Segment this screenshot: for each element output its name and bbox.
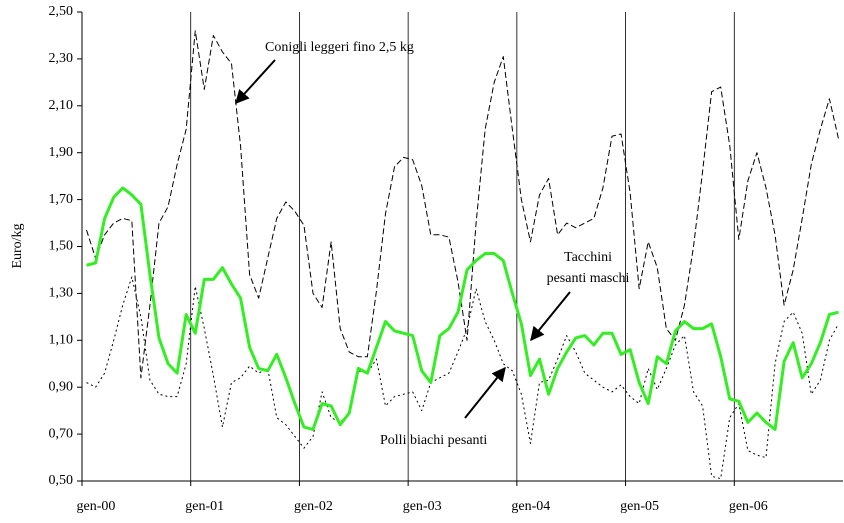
y-tick-label: 1,90 [49, 145, 74, 160]
annotation: Tacchini [564, 250, 612, 265]
annotation: pesanti maschi [547, 271, 630, 286]
y-tick-label: 2,50 [49, 4, 74, 19]
x-tick-label: gen-03 [403, 499, 442, 514]
arrow [464, 366, 506, 419]
y-tick-label: 1,50 [49, 239, 74, 254]
y-tick-label: 1,10 [49, 333, 74, 348]
x-tick-label: gen-05 [620, 499, 659, 514]
series-line [86, 276, 839, 480]
x-tick-label: gen-02 [294, 499, 333, 514]
y-tick-label: 1,70 [49, 192, 74, 207]
y-tick-label: 0,90 [49, 379, 74, 394]
arrow [530, 291, 571, 342]
y-tick-label: 1,30 [49, 286, 74, 301]
annotation: Polli biachi pesanti [380, 433, 487, 448]
series-line [86, 186, 839, 431]
x-tick-label: gen-04 [511, 499, 550, 514]
y-tick-label: 0,50 [49, 473, 74, 488]
series-line [86, 30, 839, 379]
y-axis-label: Euro/kg [10, 223, 25, 268]
x-tick-label: gen-06 [729, 499, 768, 514]
x-tick-label: gen-01 [185, 499, 224, 514]
x-tick-label: gen-00 [77, 499, 116, 514]
annotation: Conigli leggeri fino 2,5 kg [265, 40, 414, 55]
arrow [235, 59, 276, 105]
y-tick-label: 2,10 [49, 98, 74, 113]
y-tick-label: 0,70 [49, 426, 74, 441]
y-tick-label: 2,30 [49, 51, 74, 66]
